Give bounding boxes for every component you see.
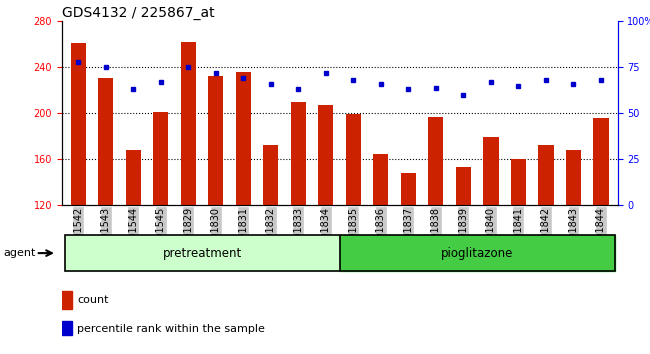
Bar: [236, 72, 251, 205]
Bar: [291, 102, 306, 205]
Text: count: count: [77, 295, 109, 305]
Text: GDS4132 / 225867_at: GDS4132 / 225867_at: [62, 6, 214, 20]
Bar: [346, 114, 361, 205]
Bar: [428, 117, 443, 205]
Bar: [401, 173, 416, 205]
Bar: [62, 291, 72, 309]
Text: pretreatment: pretreatment: [162, 247, 242, 259]
Bar: [181, 42, 196, 205]
Text: percentile rank within the sample: percentile rank within the sample: [77, 324, 265, 333]
Bar: [456, 167, 471, 205]
Text: pioglitazone: pioglitazone: [441, 247, 514, 259]
Text: agent: agent: [3, 248, 36, 258]
Bar: [538, 145, 554, 205]
Bar: [153, 112, 168, 205]
Bar: [71, 43, 86, 205]
Bar: [98, 78, 113, 205]
Bar: [339, 235, 615, 271]
Bar: [511, 159, 526, 205]
Bar: [62, 321, 72, 335]
Bar: [125, 150, 141, 205]
Bar: [64, 235, 339, 271]
Bar: [484, 137, 499, 205]
Bar: [208, 76, 224, 205]
Bar: [263, 145, 278, 205]
Bar: [318, 105, 333, 205]
Bar: [566, 150, 581, 205]
Bar: [373, 154, 389, 205]
Bar: [593, 118, 608, 205]
